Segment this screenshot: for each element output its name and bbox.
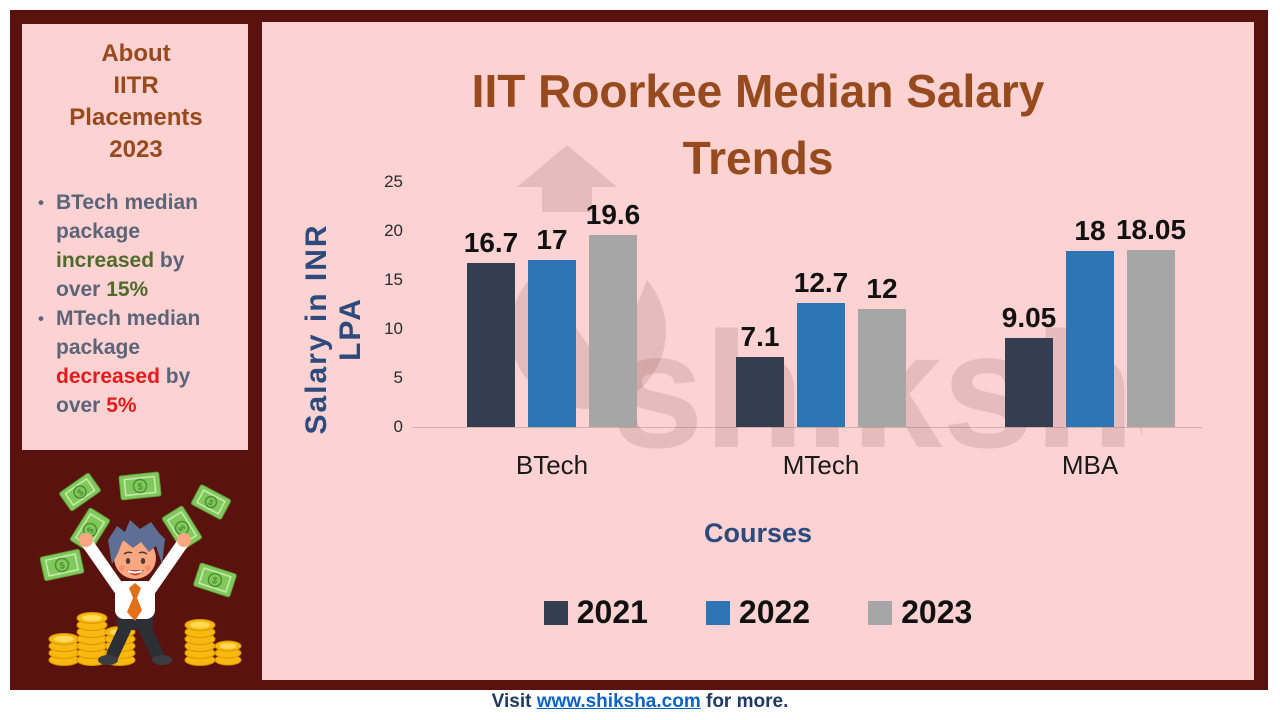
- legend-label: 2021: [576, 594, 648, 630]
- legend-item-2021: 2021: [543, 594, 648, 631]
- bar-btech-2023: 19.6: [586, 199, 640, 427]
- bar-mba-2023: 18.05: [1116, 214, 1186, 427]
- dollar-bills: $ $ $ $: [39, 471, 237, 598]
- category-label-mba: MBA: [1061, 450, 1119, 480]
- legend-swatch-icon: [543, 600, 568, 625]
- legend-item-2022: 2022: [705, 594, 811, 631]
- shiksha-link[interactable]: www.shiksha.com: [536, 691, 701, 712]
- bar-value-label: 9.05: [1001, 302, 1057, 333]
- bar-mtech-2021: 7.1: [736, 321, 784, 427]
- bar-value-label: 7.1: [740, 321, 780, 352]
- bar-value-label: 17: [536, 224, 568, 255]
- bullet-text: BTech median package increased by over 1…: [56, 188, 234, 304]
- category-label-mtech: MTech: [782, 450, 860, 480]
- bar-mba-2022: 18: [1066, 215, 1114, 427]
- bar-group-mtech: 7.1 12.7 12: [736, 267, 906, 427]
- bar-group-mba: 9.05 18 18.05: [1002, 214, 1186, 427]
- legend-label: 2022: [738, 594, 811, 630]
- bar-value-label: 16.7: [463, 227, 519, 258]
- svg-text:$: $: [137, 481, 143, 491]
- about-title-line: About: [101, 40, 171, 67]
- x-axis-line: [412, 427, 1202, 428]
- plot-area: 0 5 10 15 20 25 16.7 17 19.6 7.1 12.7 12 9.05 18 18.05: [262, 22, 1254, 436]
- about-bullet: • MTech median package decreased by over …: [38, 304, 234, 420]
- bullet-marker: •: [38, 309, 44, 328]
- about-panel-title: About IITR Placements 2023: [38, 38, 234, 166]
- bar-btech-2022: 17: [528, 224, 576, 427]
- bar-mtech-2023: 12: [858, 273, 906, 427]
- bar-mtech-2022: 12.7: [794, 267, 848, 427]
- poster-frame: About IITR Placements 2023 • BTech median pa…: [10, 10, 1268, 690]
- y-tick-label: 25: [384, 172, 403, 191]
- bar-value-label: 12: [866, 273, 898, 304]
- bar-value-label: 18: [1074, 215, 1106, 246]
- svg-text:$: $: [85, 525, 96, 535]
- about-bullet: • BTech median package increased by over …: [38, 188, 234, 304]
- about-title-line: 2023: [109, 136, 163, 163]
- bullet-text-segment: increased: [56, 249, 155, 272]
- bullet-marker: •: [38, 193, 44, 212]
- money-mascot-illustration: $ $ $ $: [39, 471, 242, 666]
- bullet-text-segment: by over: [56, 365, 191, 417]
- bullet-text: MTech median package decreased by over 5…: [56, 304, 234, 420]
- bullet-text-segment: 15%: [106, 278, 149, 301]
- bar-value-label: 19.6: [585, 199, 641, 230]
- bar-group-btech: 16.7 17 19.6: [464, 199, 640, 427]
- svg-text:$: $: [59, 560, 66, 571]
- svg-text:$: $: [211, 575, 219, 586]
- chart-panel: shiksha IIT Roorkee Median Salary Trends…: [262, 22, 1254, 680]
- y-tick-label: 0: [393, 417, 403, 436]
- footer-prefix: Visit: [491, 691, 537, 712]
- chart-title-line-1: IIT Roorkee Median Salary: [471, 65, 1045, 117]
- category-label-btech: BTech: [515, 450, 589, 480]
- bullet-text-segment: MTech median package: [56, 307, 201, 359]
- x-axis-label: Courses: [703, 518, 813, 548]
- legend-swatch-icon: [868, 600, 893, 625]
- bullet-text-segment: decreased: [56, 365, 160, 388]
- y-tick-label: 20: [384, 221, 403, 240]
- bar-value-label: 12.7: [793, 267, 849, 298]
- y-tick-label: 15: [384, 270, 403, 289]
- coin-stacks: [48, 612, 242, 666]
- bullet-text-segment: BTech median package: [56, 191, 198, 243]
- chart-title: IIT Roorkee Median Salary Trends: [262, 58, 1254, 192]
- about-title-line: IITR: [113, 72, 159, 99]
- footer: Visit www.shiksha.com for more.: [0, 691, 1280, 713]
- y-tick-label: 10: [384, 319, 403, 338]
- legend-swatch-icon: [705, 600, 730, 625]
- footer-suffix: for more.: [700, 691, 789, 712]
- bar-value-label: 18.05: [1115, 214, 1187, 245]
- svg-text:$: $: [75, 487, 85, 498]
- bullet-text-segment: by over: [56, 249, 185, 301]
- happy-man: [79, 520, 191, 665]
- legend-item-2023: 2023: [868, 594, 972, 631]
- bullet-text-segment: 5%: [106, 394, 137, 417]
- chart-legend: 2021 2022 2023: [262, 594, 1254, 631]
- legend-label: 2023: [901, 594, 973, 630]
- y-tick-label: 5: [393, 368, 403, 387]
- about-bullet-list: • BTech median package increased by over …: [38, 188, 234, 420]
- chart-title-line-2: Trends: [682, 132, 834, 184]
- bar-mba-2021: 9.05: [1002, 302, 1056, 427]
- bar-btech-2021: 16.7: [464, 227, 518, 427]
- svg-text:$: $: [207, 497, 216, 507]
- svg-text:$: $: [176, 523, 187, 533]
- about-panel: About IITR Placements 2023 • BTech median pa…: [22, 24, 248, 450]
- about-title-line: Placements: [69, 104, 203, 131]
